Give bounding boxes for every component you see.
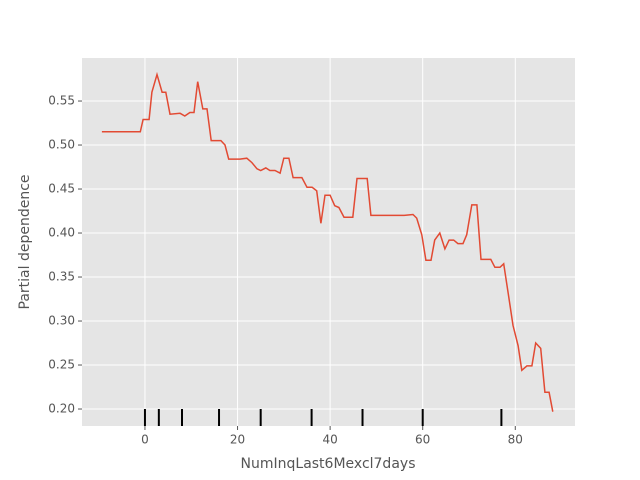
y-tick-label: 0.45: [48, 182, 75, 196]
y-tick-label: 0.40: [48, 226, 75, 240]
y-tick-label: 0.50: [48, 138, 75, 152]
y-axis-label: Partial dependence: [17, 174, 33, 309]
y-tick-label: 0.55: [48, 94, 75, 108]
x-axis-label: NumInqLast6Mexcl7days: [241, 456, 416, 472]
pd-line: [101, 71, 554, 412]
plot-area: [82, 58, 575, 426]
x-tick-label: 80: [508, 433, 523, 447]
y-tick-label: 0.20: [48, 402, 75, 416]
y-tick-label: 0.35: [48, 270, 75, 284]
x-tick-label: 40: [322, 433, 337, 447]
y-tick-label: 0.30: [48, 314, 75, 328]
x-tick-label: 0: [141, 433, 149, 447]
x-tick-label: 20: [230, 433, 245, 447]
y-tick-label: 0.25: [48, 358, 75, 372]
x-tick-label: 60: [415, 433, 430, 447]
